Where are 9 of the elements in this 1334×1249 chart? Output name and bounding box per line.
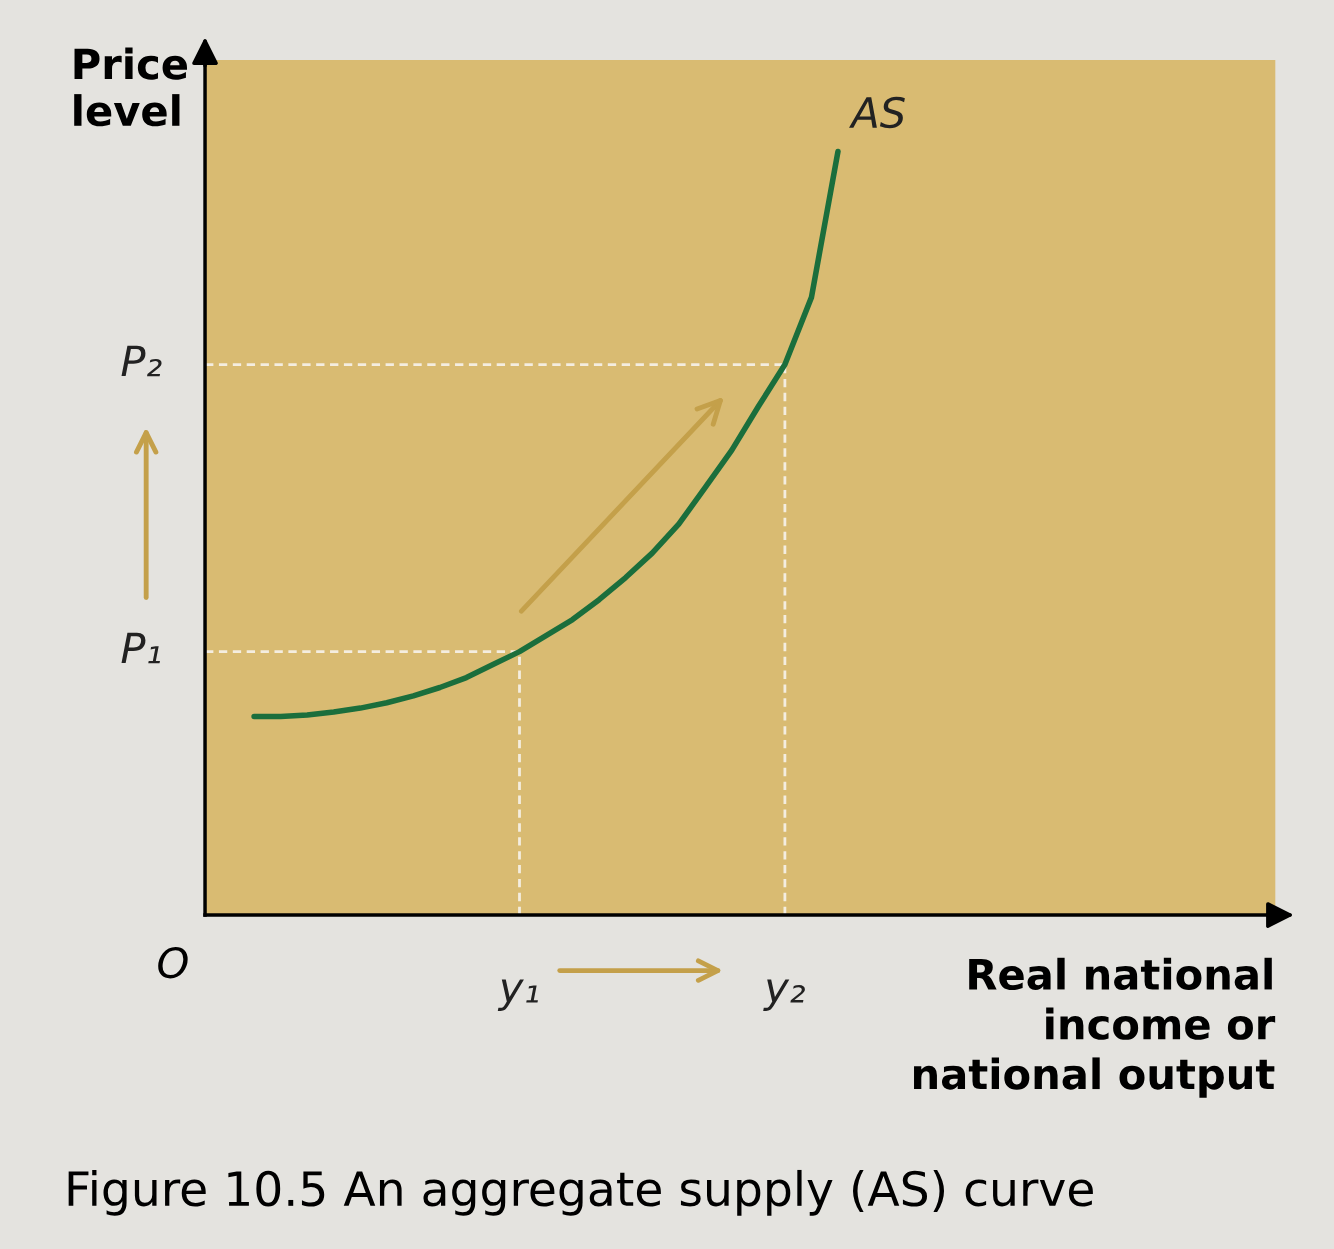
x-tick-label: y₁ [497, 979, 538, 1011]
text: Figure 10.5 An aggregate supply (AS) curve [68, 1169, 1093, 1216]
x-axis-title: Real national income or national output [914, 957, 1276, 1098]
text: O [158, 946, 188, 979]
ref-line-label: P₁ [121, 632, 160, 664]
series-label: AS [849, 96, 905, 129]
y-axis-title: Price level [74, 47, 188, 127]
x-tick-label: y₂ [763, 979, 805, 1011]
ref-line-label: P₂ [121, 345, 162, 377]
